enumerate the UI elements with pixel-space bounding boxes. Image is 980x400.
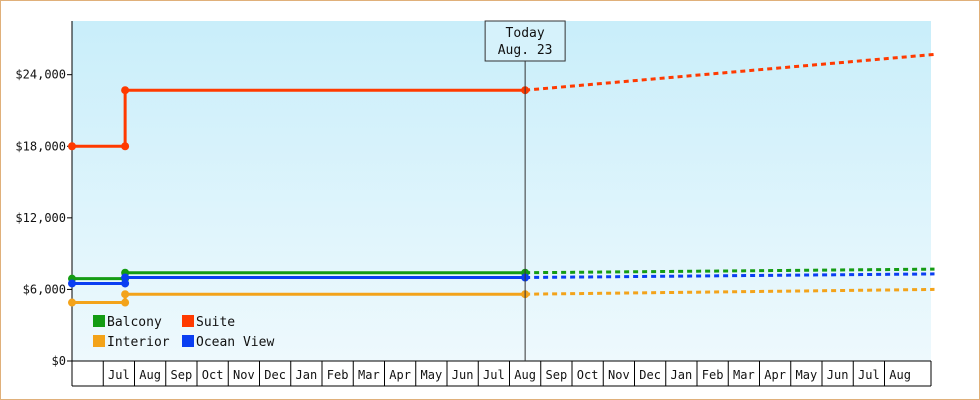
legend-item-interior: Interior (93, 335, 170, 350)
series-point (68, 142, 76, 151)
x-tick-label: Mar (358, 368, 380, 382)
today-marker: Today Aug. 23 (484, 20, 566, 361)
legend-label: Suite (196, 315, 235, 330)
legend-label: Ocean View (196, 335, 274, 350)
x-tick-label: Nov (608, 368, 630, 382)
x-tick-label: Jan (296, 368, 318, 382)
series-point (68, 279, 76, 288)
x-tick-label: Aug (889, 368, 911, 382)
x-axis: Jul Aug Sep Oct Nov Dec Jan Feb Mar Apr May Jun Jul A… (71, 360, 932, 387)
x-tick-label: Mar (733, 368, 755, 382)
series-history-line (72, 292, 526, 305)
legend-swatch (93, 315, 105, 327)
series-point (121, 142, 130, 151)
x-tick-label: Dec (264, 368, 286, 382)
x-tick-label: Oct (577, 368, 599, 382)
series-ocean-view (68, 272, 935, 288)
x-tick-label: Oct (202, 368, 224, 382)
series-point (121, 279, 130, 288)
x-tick-label: Jul (858, 368, 880, 382)
series-point (121, 86, 130, 95)
series-point (121, 273, 130, 282)
series-interior (68, 287, 935, 307)
x-tick-label: Aug (514, 368, 536, 382)
x-tick-label: Sep (171, 368, 193, 382)
series-suite (68, 52, 935, 151)
x-tick-label: Jun (452, 368, 474, 382)
legend-swatch (182, 335, 194, 347)
x-tick-label: Jul (483, 368, 505, 382)
y-tick-label: $12,000 (15, 211, 66, 225)
legend-swatch (182, 315, 194, 327)
x-tick-label: May (421, 368, 443, 382)
x-tick-label: Jul (108, 368, 130, 382)
x-tick-label: Aug (139, 368, 161, 382)
x-tick-label: Apr (389, 368, 411, 382)
series-point (121, 298, 130, 307)
y-tick-label: $0 (52, 354, 66, 368)
series-forecast-line (524, 52, 935, 92)
y-tick-label: $6,000 (23, 282, 66, 296)
series-point (68, 298, 76, 307)
legend-item-ocean-view: Ocean View (182, 335, 274, 350)
x-tick-label: May (796, 368, 818, 382)
legend-item-balcony: Balcony (93, 315, 162, 330)
legend: Balcony Suite Interior Ocean View (93, 315, 274, 350)
legend-item-suite: Suite (182, 315, 235, 330)
y-axis: $0 $6,000 $12,000 $18,000 $24,000 (15, 21, 73, 368)
y-tick-label: $18,000 (15, 139, 66, 153)
today-label: Today (506, 26, 545, 41)
series-history-line (72, 88, 526, 148)
series-layer (68, 52, 935, 307)
x-tick-label: Dec (639, 368, 661, 382)
x-tick-label: Jan (671, 368, 693, 382)
today-box (484, 20, 566, 62)
x-tick-label: Apr (764, 368, 786, 382)
legend-label: Balcony (107, 315, 162, 330)
x-tick-label: Sep (546, 368, 568, 382)
x-tick-label: Jun (827, 368, 849, 382)
series-point (121, 290, 130, 299)
today-date: Aug. 23 (498, 43, 553, 58)
x-tick-label: Nov (233, 368, 255, 382)
x-tick-label: Feb (702, 368, 724, 382)
y-tick-label: $24,000 (15, 68, 66, 82)
plot-background (72, 21, 931, 361)
x-tick-label: Feb (327, 368, 349, 382)
legend-swatch (93, 335, 105, 347)
legend-label: Interior (107, 335, 170, 350)
